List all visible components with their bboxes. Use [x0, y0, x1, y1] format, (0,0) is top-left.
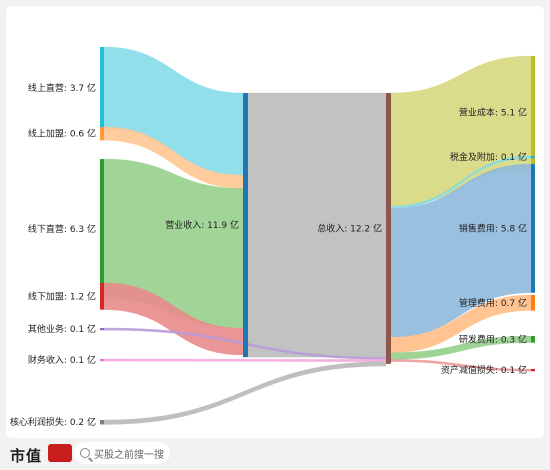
node-total_income: [386, 93, 391, 364]
search-icon[interactable]: [80, 448, 90, 458]
label-offline_direct: 线下直营: 6.3 亿: [28, 223, 96, 235]
label-offline_franchise: 线下加盟: 1.2 亿: [28, 290, 96, 302]
label-finance_income: 财务收入: 0.1 亿: [28, 354, 96, 366]
label-operating_income: 营业收入: 11.9 亿: [165, 219, 239, 231]
node-online_direct: [100, 47, 104, 130]
label-selling_expense: 销售费用: 5.8 亿: [459, 222, 527, 234]
node-operating_income: [243, 93, 248, 358]
label-rd_expense: 研发费用: 0.3 亿: [459, 333, 527, 345]
node-selling_expense: [531, 164, 535, 293]
node-online_franchise: [100, 127, 104, 141]
node-operating_cost: [531, 56, 535, 170]
node-finance_income: [100, 359, 104, 362]
node-offline_direct: [100, 159, 104, 299]
label-other_business: 其他业务: 0.1 亿: [28, 323, 96, 335]
label-total_income: 总收入: 12.2 亿: [317, 222, 382, 234]
chart-card: 线上直营: 3.7 亿线上加盟: 0.6 亿线下直营: 6.3 亿线下加盟: 1…: [6, 6, 544, 438]
label-online_direct: 线上直营: 3.7 亿: [28, 82, 96, 94]
node-rd_expense: [531, 336, 535, 343]
link-finance_income-to-total_income: [103, 358, 387, 362]
label-operating_cost: 营业成本: 5.1 亿: [459, 107, 527, 119]
link-core_profit_loss-to-total_income: [103, 361, 387, 425]
node-taxes: [531, 156, 535, 159]
node-impairment_loss: [531, 369, 535, 372]
logo-icon: [48, 444, 72, 462]
node-core_profit_loss: [100, 420, 104, 425]
search-placeholder[interactable]: 买股之前搜一搜: [94, 450, 164, 461]
label-core_profit_loss: 核心利润损失: 0.2 亿: [10, 416, 96, 428]
label-online_franchise: 线上加盟: 0.6 亿: [28, 128, 96, 140]
label-taxes: 税金及附加: 0.1 亿: [450, 151, 527, 163]
node-offline_franchise: [100, 283, 104, 310]
sankey-nodes: [100, 47, 535, 425]
search-input[interactable]: [74, 442, 170, 464]
label-impairment_loss: 资产减值损失: 0.1 亿: [441, 364, 527, 376]
label-admin_expense: 管理费用: 0.7 亿: [459, 297, 527, 309]
sankey-links: [103, 46, 532, 425]
node-admin_expense: [531, 295, 535, 311]
node-other_business: [100, 328, 104, 331]
brand-name: 市值: [10, 447, 43, 465]
